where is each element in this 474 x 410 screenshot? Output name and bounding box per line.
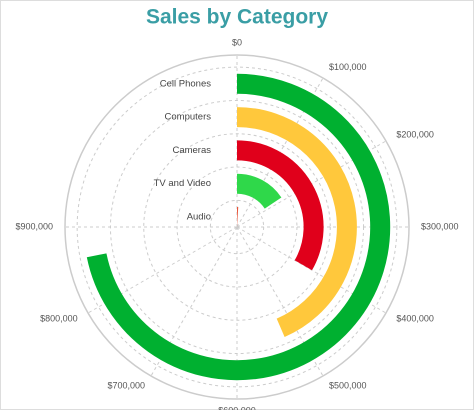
bar (236, 140, 324, 271)
x-tick-label: $800,000 (40, 313, 78, 323)
x-tick-label: $500,000 (329, 381, 367, 391)
x-tick-label: $600,000 (218, 405, 256, 410)
grid-line (150, 226, 238, 377)
category-label: Cameras (172, 145, 211, 156)
x-tick-label: $0 (232, 37, 242, 47)
grid-circle (76, 66, 398, 388)
grid-line (87, 226, 238, 314)
grid-circle (143, 133, 331, 321)
x-tick-label: $200,000 (396, 129, 434, 139)
x-tick-label: $400,000 (396, 313, 434, 323)
grid-line (236, 226, 387, 314)
chart-title: Sales by Category (146, 6, 328, 29)
outer-circle (64, 54, 410, 400)
category-label: Audio (187, 212, 211, 223)
category-label: TV and Video (154, 178, 211, 189)
category-label: Computers (165, 112, 212, 123)
x-tick-label: $100,000 (329, 62, 367, 72)
grid-line (236, 226, 324, 377)
bar (86, 73, 391, 381)
x-tick-label: $300,000 (421, 221, 459, 231)
category-label: Cell Phones (160, 78, 211, 89)
grid-circle (176, 166, 298, 288)
bar (236, 107, 357, 338)
x-tick-label: $700,000 (107, 381, 145, 391)
bar (236, 173, 282, 210)
x-tick-label: $900,000 (15, 221, 53, 231)
